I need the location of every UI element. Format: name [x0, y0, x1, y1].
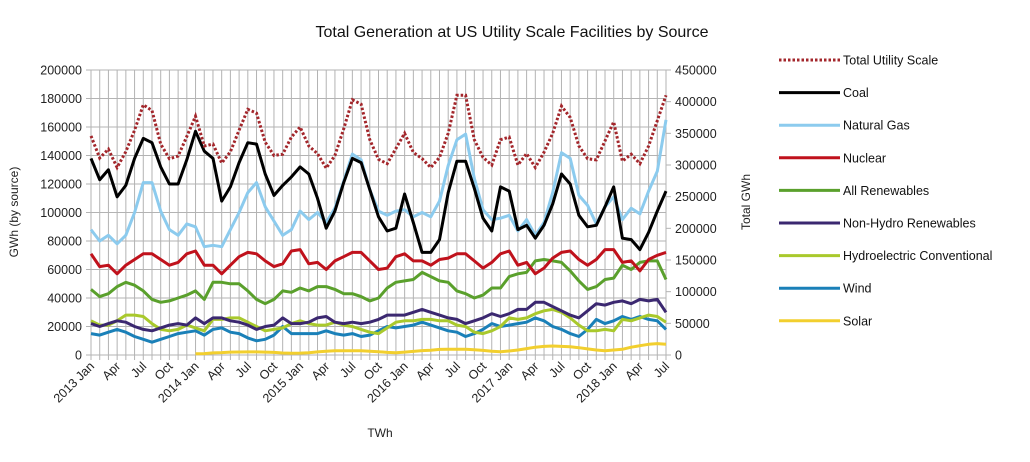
- x-tick-label: Apr: [100, 359, 124, 383]
- y2-tick-label: 100000: [675, 285, 717, 299]
- legend-item-all-renewables: All Renewables: [779, 184, 929, 198]
- y2-axis-title: Total GWh: [739, 174, 753, 230]
- legend-item-hydroelectric-conventional: Hydroelectric Conventional: [779, 249, 992, 263]
- series-line-total-utility-scale: [89, 93, 668, 171]
- legend-label: Solar: [843, 314, 872, 328]
- y2-tick-label: 50000: [675, 317, 710, 331]
- x-tick-label: Jul: [546, 359, 567, 380]
- legend-label: Nuclear: [843, 151, 886, 165]
- x-tick-label: Jul: [442, 359, 463, 380]
- legend-label: Natural Gas: [843, 119, 910, 133]
- y-tick-label: 160000: [40, 121, 82, 135]
- legend-item-wind: Wind: [779, 282, 872, 296]
- y2-tick-label: 400000: [675, 95, 717, 109]
- legend-item-nuclear: Nuclear: [779, 151, 886, 165]
- y2-tick-label: 450000: [675, 64, 717, 78]
- y-tick-label: 120000: [40, 178, 82, 192]
- y-tick-label: 0: [75, 349, 82, 363]
- series-line-non-hydro-renewables: [90, 297, 668, 333]
- y-tick-label: 80000: [47, 235, 82, 249]
- y2-tick-label: 150000: [675, 254, 717, 268]
- y-tick-label: 20000: [47, 320, 82, 334]
- series-lines: [89, 93, 668, 356]
- gridlines: [90, 69, 667, 356]
- series-line-wind: [90, 315, 668, 344]
- x-tick-label: Jul: [128, 359, 149, 380]
- series-line-solar: [195, 342, 667, 356]
- x-tick-label: Jul: [651, 359, 672, 380]
- legend-item-non-hydro-renewables: Non-Hydro Renewables: [779, 217, 976, 231]
- series-line-natural-gas: [89, 119, 668, 249]
- legend: Total Utility Scale Coal Natural Gas Nuclea…: [779, 54, 992, 328]
- x-tick-label: Jul: [337, 359, 358, 380]
- x-tick-label: Apr: [413, 359, 437, 383]
- y2-tick-label: 250000: [675, 190, 717, 204]
- series-line-all-renewables: [90, 258, 668, 306]
- legend-item-natural-gas: Natural Gas: [779, 119, 910, 133]
- y-tick-label: 40000: [47, 292, 82, 306]
- y2-tick-label: 350000: [675, 127, 717, 141]
- x-tick-label: Jul: [233, 359, 254, 380]
- y-tick-label: 180000: [40, 92, 82, 106]
- legend-label: Non-Hydro Renewables: [843, 217, 976, 231]
- legend-label: All Renewables: [843, 184, 929, 198]
- x-tick-label: Apr: [204, 359, 228, 383]
- series-line-coal: [89, 129, 668, 254]
- legend-label: Hydroelectric Conventional: [843, 249, 992, 263]
- x-tick-label: Apr: [518, 359, 542, 383]
- x-tick-label: Apr: [309, 359, 333, 383]
- legend-label: Wind: [843, 282, 872, 296]
- y-tick-label: 200000: [40, 64, 82, 78]
- y-tick-label: 60000: [47, 263, 82, 277]
- legend-item-coal: Coal: [779, 86, 869, 100]
- legend-label: Coal: [843, 86, 869, 100]
- y2-tick-label: 0: [675, 349, 682, 363]
- x-tick-label: 2013 Jan: [51, 359, 97, 405]
- y-axis-title: GWh (by source): [7, 167, 21, 258]
- legend-label: Total Utility Scale: [843, 54, 938, 68]
- y-tick-label: 140000: [40, 149, 82, 163]
- chart-title: Total Generation at US Utility Scale Fac…: [315, 24, 708, 41]
- y-tick-label: 100000: [40, 206, 82, 220]
- x-tick-label: Apr: [622, 359, 646, 383]
- y2-tick-label: 200000: [675, 222, 717, 236]
- series-line-nuclear: [89, 248, 667, 276]
- x-axis-title: TWh: [367, 426, 392, 440]
- y2-tick-label: 300000: [675, 159, 717, 173]
- legend-item-total-utility-scale: Total Utility Scale: [779, 54, 938, 68]
- legend-item-solar: Solar: [779, 314, 872, 328]
